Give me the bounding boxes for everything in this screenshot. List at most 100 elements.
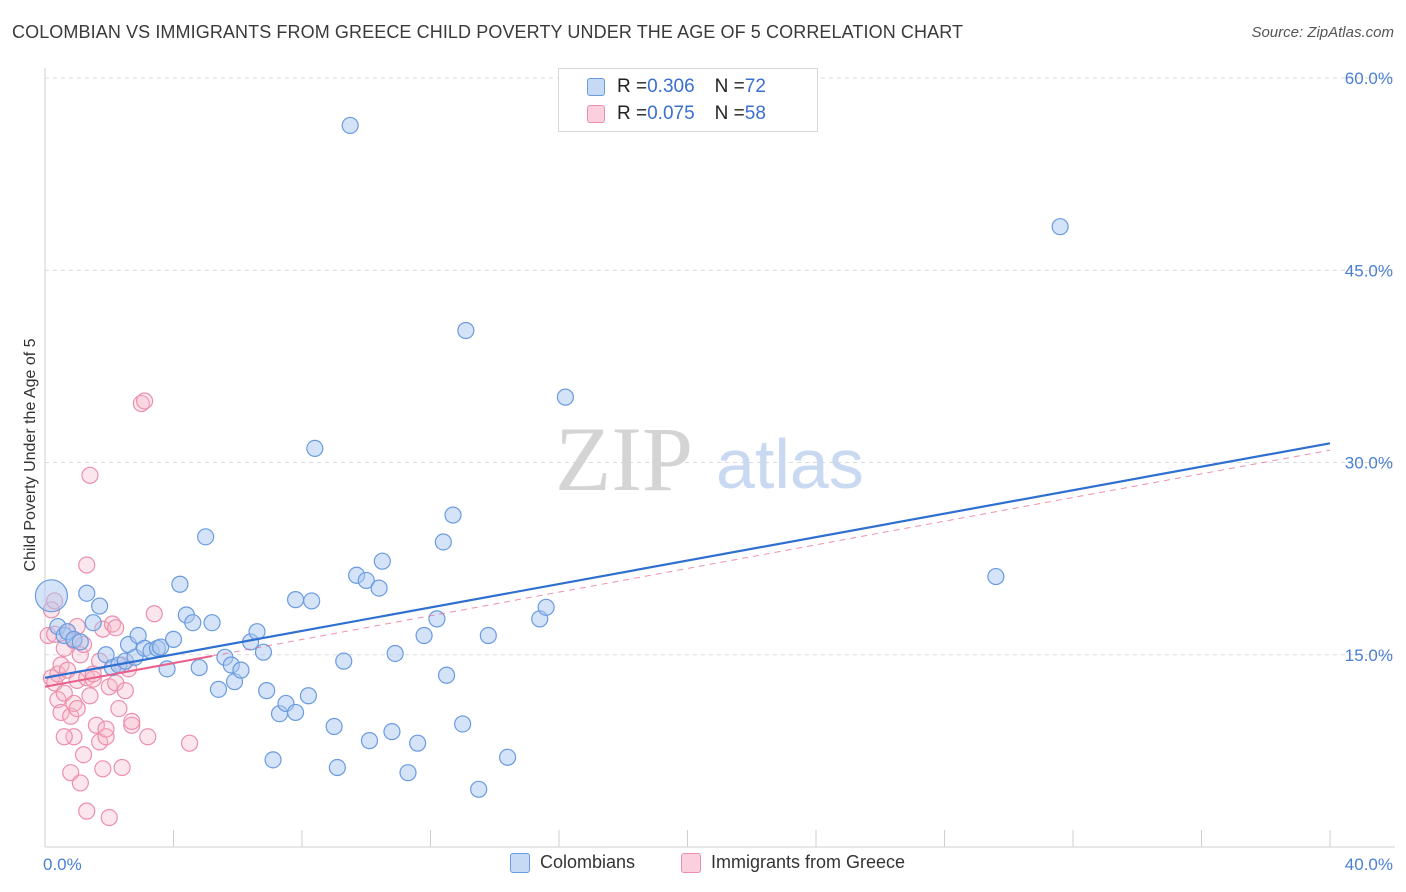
greece-point: [78, 802, 96, 820]
colombian-point: [409, 734, 427, 752]
colombian-point: [328, 758, 346, 777]
greece-trendline-extension: [211, 449, 1331, 657]
legend-swatch: [510, 852, 530, 873]
colombian-point: [152, 638, 170, 656]
colombian-point: [34, 579, 69, 613]
colombian-point: [434, 533, 452, 551]
greece-point: [81, 466, 99, 484]
watermark: ZIP atlas: [555, 408, 864, 510]
colombian-point: [209, 680, 228, 698]
legend-n-label: N =: [714, 76, 745, 97]
axes: [44, 68, 1395, 848]
x-tick-label: 40.0%: [1345, 855, 1393, 874]
greece-point: [135, 392, 154, 410]
colombian-points: [34, 116, 1069, 798]
legend-row-colombians: R = 0.306 N = 72: [587, 75, 766, 99]
y-tick-label: 45.0%: [1345, 261, 1393, 280]
legend-swatch: [681, 852, 701, 873]
y-tick-label: 30.0%: [1345, 454, 1393, 473]
gridlines: [45, 77, 1395, 656]
greece-point: [110, 699, 128, 718]
colombian-point: [357, 571, 375, 590]
y-tick-label: 15.0%: [1345, 646, 1393, 665]
legend-n-label: N =: [714, 103, 745, 124]
colombian-point: [203, 614, 221, 632]
greece-point: [78, 556, 96, 574]
colombian-point: [91, 597, 109, 615]
colombian-point: [197, 528, 215, 546]
greece-point: [100, 808, 118, 827]
colombian-point: [479, 626, 497, 645]
colombian-point: [84, 614, 102, 632]
greece-point: [94, 760, 112, 778]
colombian-point: [264, 751, 282, 769]
colombian-point: [1051, 218, 1069, 236]
source-credit: Source: ZipAtlas.com: [1251, 24, 1394, 41]
tick-labels: 15.0% 30.0% 45.0% 60.0% 0.0% 40.0%: [43, 69, 1393, 874]
colombian-point: [556, 388, 575, 406]
colombian-point: [454, 715, 472, 733]
chart-title: COLOMBIAN VS IMMIGRANTS FROM GREECE CHIL…: [12, 22, 964, 42]
colombian-point: [341, 116, 359, 135]
colombian-point: [71, 633, 89, 651]
legend-n-value: 72: [744, 76, 766, 97]
legend-r-value: 0.075: [647, 103, 695, 124]
legend-label: Immigrants from Greece: [711, 852, 906, 872]
colombian-point: [383, 723, 401, 741]
colombian-point: [164, 630, 183, 648]
legend-label: Colombians: [540, 852, 636, 872]
colombian-point: [415, 626, 433, 645]
colombian-point: [360, 732, 379, 750]
greece-point: [81, 687, 99, 705]
colombian-point: [987, 567, 1005, 586]
greece-point: [97, 720, 115, 738]
x-tick-label: 0.0%: [43, 855, 82, 874]
legend-r-label: R =: [617, 103, 648, 124]
legend-item-greece[interactable]: Immigrants from Greece: [681, 852, 905, 873]
colombian-point: [335, 652, 353, 670]
colombian-point: [370, 579, 388, 597]
correlation-legend: R = 0.306 N = 72 R = 0.075 N = 58: [558, 68, 818, 132]
greece-trendline: [44, 655, 213, 688]
colombian-point: [325, 717, 343, 736]
series-legend: Colombians Immigrants from Greece: [0, 852, 1406, 878]
colombian-point: [386, 644, 404, 663]
greece-point: [113, 758, 131, 777]
y-axis-title: Child Poverty Under the Age of 5: [22, 338, 39, 571]
legend-item-colombians[interactable]: Colombians: [510, 852, 635, 873]
legend-swatch-colombians: [587, 78, 605, 96]
colombian-point: [499, 748, 517, 766]
greece-point: [65, 694, 83, 713]
legend-row-greece: R = 0.075 N = 58: [587, 102, 766, 126]
greece-point: [116, 682, 134, 700]
greece-point: [49, 691, 67, 709]
legend-r-label: R =: [617, 76, 648, 97]
colombian-point: [299, 687, 318, 705]
greece-point: [107, 619, 125, 637]
colombian-point: [232, 661, 250, 679]
greece-point: [123, 712, 141, 730]
colombian-point: [470, 780, 488, 798]
colombian-point: [399, 764, 417, 782]
greece-point: [139, 728, 157, 746]
greece-point: [65, 728, 83, 746]
colombian-point: [444, 506, 462, 524]
greece-point: [74, 746, 93, 764]
colombian-point: [286, 591, 305, 609]
colombian-point: [373, 552, 391, 570]
colombian-point: [78, 584, 96, 602]
colombian-point: [457, 321, 475, 340]
greece-point: [132, 394, 150, 413]
greece-point: [145, 605, 163, 623]
y-tick-label: 60.0%: [1345, 69, 1393, 88]
greece-point: [55, 728, 73, 746]
greece-point: [87, 716, 106, 734]
watermark-atlas: atlas: [716, 425, 864, 503]
colombian-point: [184, 614, 202, 632]
trendlines: [44, 442, 1331, 688]
greece-point: [123, 716, 141, 734]
greece-points: [39, 392, 199, 827]
greece-point: [68, 699, 86, 718]
colombian-point: [303, 592, 321, 610]
